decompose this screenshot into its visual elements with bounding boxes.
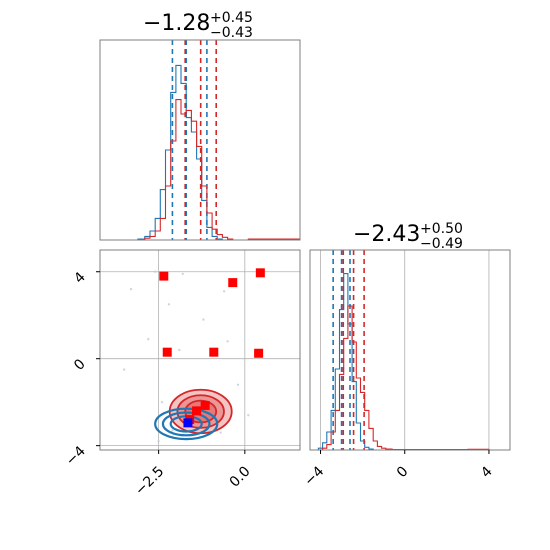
marginal2-tick-label-2: 0 (394, 464, 412, 482)
red-square-marker-1 (159, 271, 169, 281)
joint-contours-and-markers (122, 268, 265, 443)
red-square-marker-7 (200, 400, 210, 410)
background-point-9 (178, 348, 181, 352)
blue-square-marker-1 (183, 418, 193, 428)
joint-ytick-label-3: 4 (71, 269, 89, 287)
marginal-param2-frame (309, 249, 511, 451)
background-point-6 (202, 318, 205, 321)
title-param2-upper-error: +0.50 (420, 221, 463, 237)
joint-panel: −4 0 4 −2.5 0.0 (63, 249, 301, 499)
red-square-marker-2 (162, 347, 172, 357)
background-point-3 (181, 272, 184, 276)
joint-ytick-label-1: −4 (63, 443, 89, 469)
title-param1-upper-error: +0.45 (210, 10, 253, 26)
histogram-series-1 (100, 64, 300, 241)
contour-2-level-3 (154, 407, 219, 441)
marginal-param2-ticks: −4 0 4 (301, 450, 496, 489)
background-point-1 (129, 287, 133, 291)
marginal-param1-histograms (100, 40, 300, 241)
background-point-5 (167, 303, 171, 306)
title-param1-value: −1.28 (143, 11, 210, 36)
background-point-14 (219, 431, 222, 434)
title-param2: −2.43 +0.50 −0.49 (353, 221, 463, 252)
red-square-marker-8 (192, 406, 202, 416)
contour-2-level-2 (161, 411, 211, 437)
red-square-marker-5 (255, 268, 265, 278)
background-point-4 (222, 290, 226, 293)
background-point-2 (153, 270, 157, 273)
red-square-marker-6 (254, 348, 264, 358)
histogram-series-2 (100, 99, 300, 241)
joint-xtick-label-2: 0.0 (227, 464, 254, 491)
marginal-param1-frame (99, 39, 301, 241)
title-param1-lower-error: −0.43 (210, 25, 253, 41)
title-param2-lower-error: −0.49 (420, 236, 463, 252)
background-point-8 (226, 340, 229, 343)
background-point-15 (157, 440, 160, 443)
background-point-12 (160, 400, 164, 404)
marginal2-tick-label-1: −4 (301, 463, 327, 489)
joint-xtick-label-1: −2.5 (132, 464, 167, 499)
marginal-param2-gridlines (320, 250, 490, 450)
marginal-param2-histograms (310, 250, 510, 451)
background-point-16 (247, 414, 250, 417)
red-square-marker-3 (209, 347, 219, 357)
marginal-param2-panel: −4 0 4 (301, 249, 511, 489)
red-square-marker-4 (228, 278, 238, 288)
background-point-11 (236, 383, 240, 386)
background-point-10 (122, 368, 126, 371)
joint-frame (99, 249, 301, 451)
marginal-param1-panel (99, 39, 301, 241)
joint-ytick-label-2: 0 (71, 356, 89, 374)
background-point-13 (171, 429, 174, 432)
background-point-7 (147, 337, 150, 341)
title-param1: −1.28 +0.45 −0.43 (143, 10, 253, 41)
histogram-series-1 (310, 273, 510, 451)
title-param2-value: −2.43 (353, 222, 420, 247)
marginal2-tick-label-3: 4 (478, 463, 496, 481)
